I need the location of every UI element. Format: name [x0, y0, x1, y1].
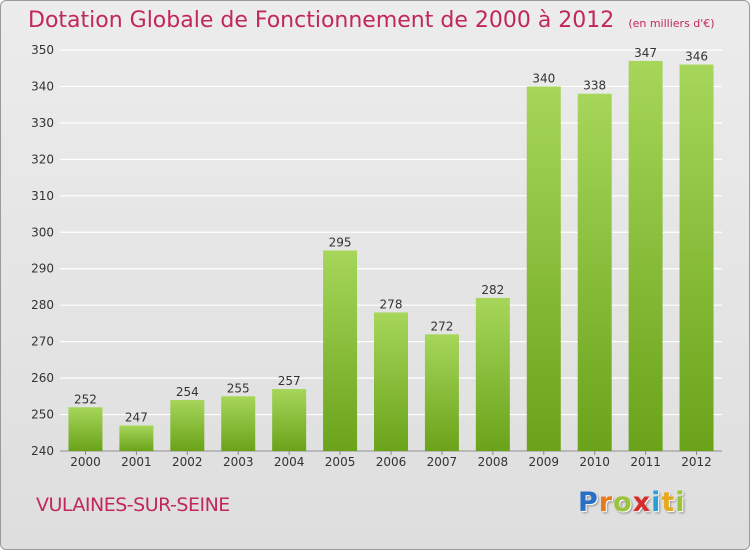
- logo-letter: x: [632, 487, 652, 518]
- x-tick-label: 2009: [528, 455, 559, 469]
- data-label: 252: [74, 392, 97, 406]
- data-label: 257: [278, 374, 301, 388]
- x-tick-label: 2008: [478, 455, 509, 469]
- x-tick-label: 2011: [630, 455, 661, 469]
- data-label: 272: [430, 319, 453, 333]
- chart-title-text: Dotation Globale de Fonctionnement de 20…: [28, 8, 615, 33]
- x-tick-label: 2002: [172, 455, 203, 469]
- bar: [424, 334, 459, 451]
- logo-letter: i: [675, 487, 686, 518]
- y-tick-label: 350: [31, 43, 54, 57]
- y-tick-label: 320: [31, 152, 54, 166]
- x-tick-label: 2007: [427, 455, 458, 469]
- y-tick-label: 270: [31, 335, 54, 349]
- y-tick-label: 310: [31, 189, 54, 203]
- y-tick-label: 330: [31, 116, 54, 130]
- logo-letter: P: [578, 487, 599, 518]
- commune-name: VULAINES-SUR-SEINE: [36, 494, 230, 516]
- y-tick-label: 240: [31, 444, 54, 458]
- bar: [374, 312, 408, 451]
- logo-letter: r: [598, 487, 614, 518]
- x-tick-label: 2003: [223, 455, 254, 469]
- y-tick-label: 260: [31, 371, 54, 385]
- y-tick-label: 290: [31, 262, 54, 276]
- data-label: 255: [227, 381, 250, 395]
- data-label: 282: [481, 283, 504, 297]
- bar: [679, 64, 714, 451]
- bar: [323, 250, 358, 451]
- data-label: 340: [532, 71, 555, 85]
- data-label: 347: [634, 46, 657, 60]
- logo-letter: i: [651, 487, 662, 518]
- data-label: 295: [329, 236, 352, 250]
- logo-letter: t: [661, 487, 676, 518]
- y-tick-label: 340: [31, 79, 54, 93]
- x-tick-label: 2000: [70, 455, 101, 469]
- bar: [170, 399, 205, 451]
- x-tick-label: 2006: [376, 455, 407, 469]
- bar: [221, 396, 256, 451]
- y-tick-label: 280: [31, 298, 54, 312]
- y-tick-label: 300: [31, 225, 54, 239]
- x-tick-label: 2010: [579, 455, 610, 469]
- bar: [526, 86, 561, 452]
- data-label: 247: [125, 410, 148, 424]
- bar: [119, 425, 154, 451]
- bar: [475, 297, 510, 451]
- x-tick-label: 2012: [681, 455, 712, 469]
- data-label: 338: [583, 79, 606, 93]
- bar: [628, 60, 663, 451]
- data-label: 254: [176, 385, 199, 399]
- bar: [68, 407, 103, 451]
- data-label: 278: [380, 297, 403, 311]
- x-tick-label: 2004: [274, 455, 305, 469]
- unit-note: (en milliers d'€): [628, 17, 715, 30]
- data-label: 346: [685, 50, 708, 64]
- logo-letter: o: [613, 487, 633, 518]
- x-tick-label: 2001: [121, 455, 152, 469]
- x-tick-label: 2005: [325, 455, 356, 469]
- proxiti-logo: Proxiti: [578, 487, 686, 518]
- y-tick-label: 250: [31, 408, 54, 422]
- bar: [272, 389, 307, 451]
- bar: [577, 93, 612, 451]
- chart-title: Dotation Globale de Fonctionnement de 20…: [28, 8, 715, 33]
